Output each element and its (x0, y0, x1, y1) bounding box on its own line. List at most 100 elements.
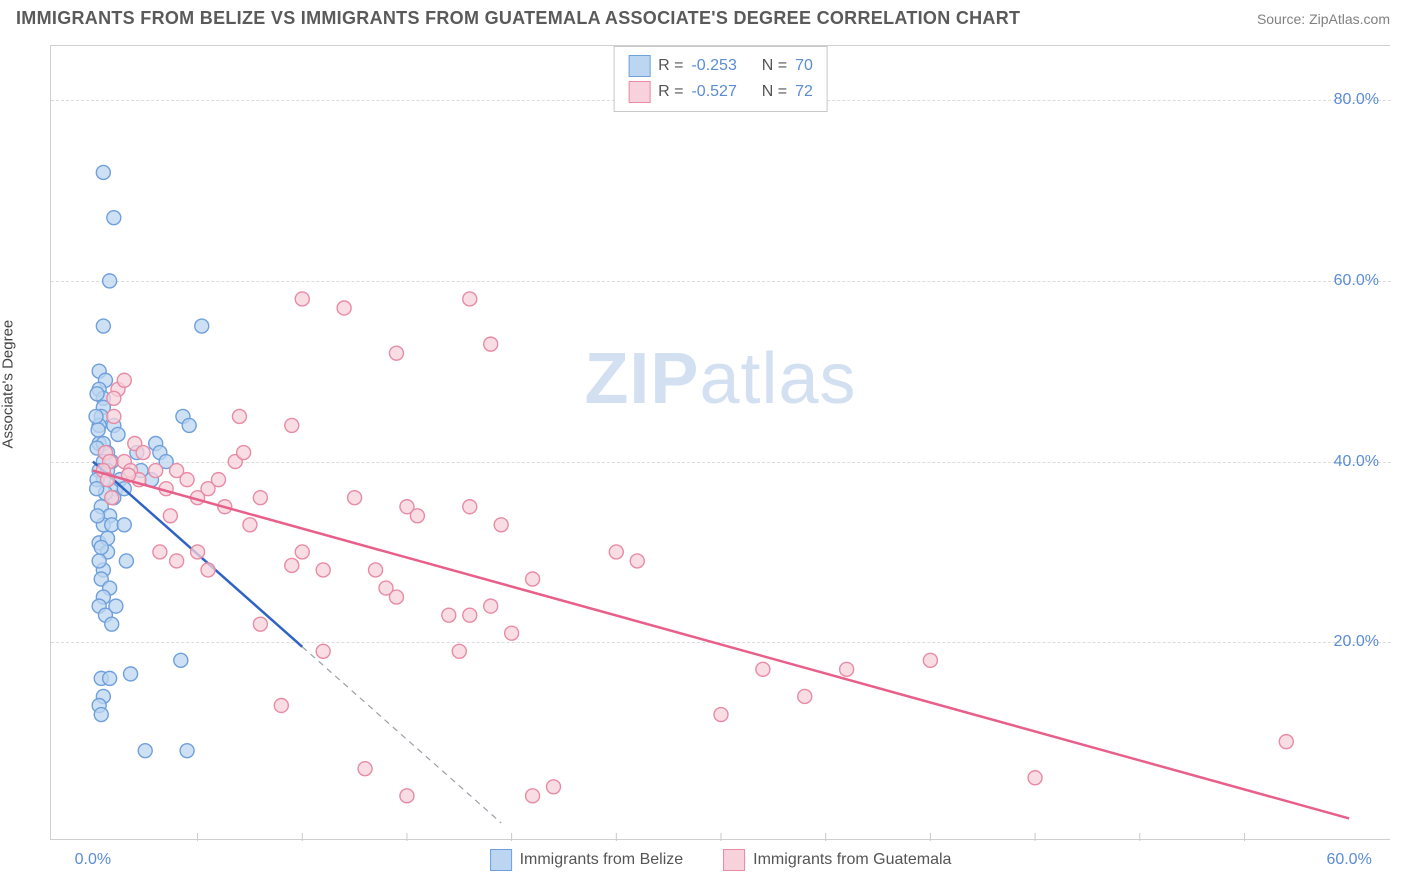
data-point (149, 464, 163, 478)
legend-row-1: R = -0.253 N = 70 (628, 53, 813, 79)
data-point (400, 789, 414, 803)
data-point (295, 545, 309, 559)
data-point (348, 491, 362, 505)
data-point (107, 211, 121, 225)
data-point (410, 509, 424, 523)
data-point (117, 373, 131, 387)
data-point (89, 409, 103, 423)
data-point (90, 387, 104, 401)
data-point (195, 319, 209, 333)
data-point (798, 689, 812, 703)
data-point (389, 590, 403, 604)
data-point (94, 540, 108, 554)
data-point (138, 744, 152, 758)
data-point (547, 780, 561, 794)
trendline (93, 471, 1349, 819)
data-point (1279, 735, 1293, 749)
bottom-legend: Immigrants from Belize Immigrants from G… (490, 849, 952, 871)
data-point (285, 418, 299, 432)
r-label: R = (658, 83, 683, 101)
chart-title: IMMIGRANTS FROM BELIZE VS IMMIGRANTS FRO… (16, 8, 1020, 29)
data-point (285, 558, 299, 572)
legend-item-belize: Immigrants from Belize (490, 849, 684, 871)
n-value-2: 72 (795, 83, 813, 101)
plot-svg (51, 46, 1391, 841)
n-value-1: 70 (795, 57, 813, 75)
data-point (526, 789, 540, 803)
data-point (163, 509, 177, 523)
data-point (111, 427, 125, 441)
data-point (103, 274, 117, 288)
data-point (463, 292, 477, 306)
r-value-2: -0.527 (691, 83, 736, 101)
r-label: R = (658, 57, 683, 75)
chart-area: ZIPatlas 20.0%40.0%60.0%80.0%0.0%60.0% R… (50, 45, 1390, 840)
data-point (756, 662, 770, 676)
swatch-guatemala-bottom (723, 849, 745, 871)
x-tick-label: 60.0% (1326, 851, 1371, 869)
data-point (484, 599, 498, 613)
data-point (389, 346, 403, 360)
data-point (91, 423, 105, 437)
data-point (253, 491, 267, 505)
data-point (191, 545, 205, 559)
data-point (212, 473, 226, 487)
legend-row-2: R = -0.527 N = 72 (628, 79, 813, 105)
swatch-guatemala (628, 81, 650, 103)
r-value-1: -0.253 (691, 57, 736, 75)
swatch-belize (628, 55, 650, 77)
plot-area: 20.0%40.0%60.0%80.0%0.0%60.0% (51, 46, 1391, 841)
data-point (94, 708, 108, 722)
data-point (369, 563, 383, 577)
x-tick-label: 0.0% (75, 851, 111, 869)
data-point (105, 491, 119, 505)
source-label: Source: ZipAtlas.com (1257, 11, 1390, 27)
data-point (109, 599, 123, 613)
data-point (180, 744, 194, 758)
data-point (180, 473, 194, 487)
data-point (136, 446, 150, 460)
data-point (119, 554, 133, 568)
data-point (237, 446, 251, 460)
data-point (316, 563, 330, 577)
data-point (316, 644, 330, 658)
data-point (714, 708, 728, 722)
data-point (463, 608, 477, 622)
data-point (484, 337, 498, 351)
data-point (526, 572, 540, 586)
data-point (463, 500, 477, 514)
data-point (174, 653, 188, 667)
data-point (452, 644, 466, 658)
data-point (295, 292, 309, 306)
data-point (253, 617, 267, 631)
data-point (96, 319, 110, 333)
data-point (494, 518, 508, 532)
data-point (117, 518, 131, 532)
data-point (358, 762, 372, 776)
data-point (90, 509, 104, 523)
data-point (609, 545, 623, 559)
data-point (170, 554, 184, 568)
data-point (1028, 771, 1042, 785)
data-point (153, 545, 167, 559)
n-label: N = (762, 57, 787, 75)
data-point (105, 617, 119, 631)
data-point (840, 662, 854, 676)
data-point (505, 626, 519, 640)
data-point (442, 608, 456, 622)
data-point (107, 409, 121, 423)
legend-item-guatemala: Immigrants from Guatemala (723, 849, 951, 871)
data-point (107, 391, 121, 405)
data-point (274, 698, 288, 712)
legend-box: R = -0.253 N = 70 R = -0.527 N = 72 (613, 46, 828, 112)
data-point (92, 554, 106, 568)
data-point (201, 563, 215, 577)
data-point (243, 518, 257, 532)
data-point (124, 667, 138, 681)
data-point (103, 671, 117, 685)
legend-label-guatemala: Immigrants from Guatemala (753, 851, 951, 869)
y-axis-label: Associate's Degree (0, 320, 17, 449)
data-point (630, 554, 644, 568)
n-label: N = (762, 83, 787, 101)
data-point (337, 301, 351, 315)
